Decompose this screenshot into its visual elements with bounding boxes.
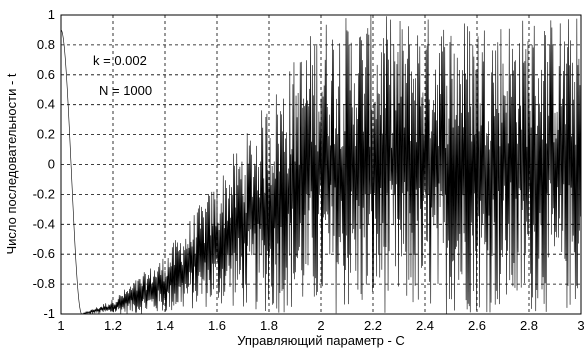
y-tick-label: -0.8 — [33, 276, 55, 291]
x-tick-label: 3 — [577, 318, 584, 333]
plot-frame — [60, 14, 582, 315]
x-tick-label: 1.8 — [260, 318, 278, 333]
y-tick-label: -0.6 — [33, 246, 55, 261]
series-layer — [60, 15, 582, 315]
y-tick-label: 0 — [48, 157, 55, 172]
annotation-k: k = 0.002 — [93, 53, 147, 68]
x-axis-ticks: 1 1.2 1.4 1.6 1.8 2 2.2 2.4 2.6 2.8 3 — [57, 318, 584, 333]
y-axis-ticks: 1 0.8 0.6 0.4 0.2 0 -0.2 -0.4 -0.6 -0.8 -1 — [33, 7, 55, 321]
y-tick-label: 1 — [48, 7, 55, 22]
x-tick-label: 2.2 — [364, 318, 382, 333]
x-tick-label: 1.4 — [156, 318, 174, 333]
y-tick-label: 0.8 — [37, 37, 55, 52]
y-tick-label: 0.6 — [37, 67, 55, 82]
x-tick-label: 2.6 — [468, 318, 486, 333]
x-axis-label: Управляющий параметр - С — [237, 333, 405, 348]
y-tick-label: -0.4 — [33, 216, 55, 231]
y-tick-label: 0.4 — [37, 97, 55, 112]
y-tick-label: 0.2 — [37, 127, 55, 142]
annotation-n: N = 1000 — [99, 83, 152, 98]
y-tick-label: -1 — [43, 306, 55, 321]
y-axis-label: Число последовательности - t — [4, 73, 19, 254]
series-line — [60, 15, 582, 315]
x-tick-label: 1.6 — [208, 318, 226, 333]
x-tick-label: 2 — [317, 318, 324, 333]
x-tick-label: 2.4 — [416, 318, 434, 333]
x-tick-label: 1.2 — [104, 318, 122, 333]
y-tick-label: -0.2 — [33, 186, 55, 201]
x-tick-label: 2.8 — [520, 318, 538, 333]
x-tick-label: 1 — [57, 318, 64, 333]
